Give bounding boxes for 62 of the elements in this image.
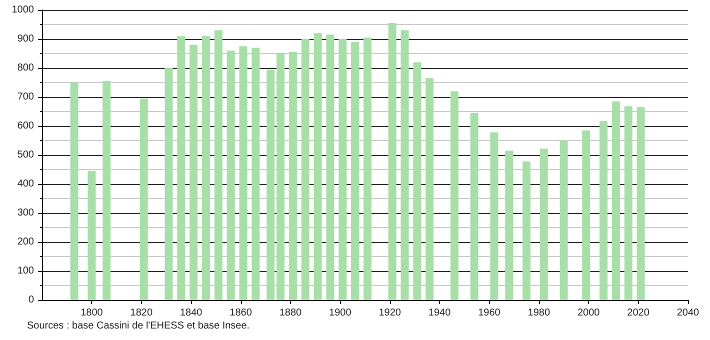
y-tick-label: 700 <box>17 92 34 102</box>
x-tick-label: 1800 <box>80 308 104 318</box>
y-tick-label: 300 <box>17 208 34 218</box>
bar <box>70 82 78 300</box>
bar <box>505 150 514 300</box>
bar <box>624 106 632 300</box>
bar <box>470 112 478 300</box>
bar <box>88 170 96 300</box>
bar <box>600 121 608 300</box>
bar <box>338 39 347 300</box>
y-tick-label: 900 <box>17 34 34 44</box>
bar <box>102 81 111 300</box>
bar <box>177 36 186 300</box>
bar <box>450 91 458 300</box>
x-tick-label: 1940 <box>428 308 452 318</box>
bar <box>252 48 260 300</box>
bar <box>400 30 409 300</box>
x-tick-label: 1880 <box>279 308 302 318</box>
bar <box>276 54 285 300</box>
bar <box>214 30 222 300</box>
bar <box>301 39 310 300</box>
bar <box>226 50 235 300</box>
bar <box>413 62 422 300</box>
y-tick-label: 600 <box>17 120 34 132</box>
x-tick-label: 1900 <box>329 308 352 318</box>
bar <box>164 68 173 300</box>
bar <box>560 140 568 300</box>
y-tick-label: 800 <box>17 62 34 74</box>
bar <box>388 23 396 300</box>
bar <box>190 44 198 300</box>
bar <box>612 101 620 300</box>
x-tick-label: 1820 <box>130 308 153 318</box>
bar <box>426 78 434 300</box>
bar <box>636 107 645 300</box>
bar <box>239 46 248 300</box>
bar <box>582 130 590 300</box>
y-tick-label: 400 <box>17 178 34 190</box>
bar <box>266 69 275 300</box>
bar <box>522 161 530 300</box>
bar <box>540 148 548 300</box>
bar <box>351 42 360 300</box>
bar <box>326 34 334 300</box>
bar <box>288 52 297 300</box>
x-tick-label: 2040 <box>676 308 700 318</box>
y-tick-label: 500 <box>17 150 34 160</box>
x-tick-label: 2000 <box>577 308 600 318</box>
x-tick-label: 1920 <box>378 308 402 318</box>
bar <box>363 38 372 300</box>
bar <box>314 33 322 300</box>
y-tick-label: 100 <box>17 266 34 276</box>
x-tick-label: 1860 <box>230 308 252 318</box>
source-note: Sources : base Cassini de l'EHESS et base Insee. <box>27 320 250 332</box>
y-tick-label: 200 <box>17 236 34 248</box>
bar <box>490 132 498 300</box>
x-tick-label: 2020 <box>627 308 650 318</box>
x-tick-label: 1980 <box>528 308 550 318</box>
x-tick-label: 1840 <box>180 308 203 318</box>
y-tick-label: 0 <box>28 294 34 306</box>
bar <box>202 36 210 300</box>
bar <box>140 98 148 300</box>
y-tick-label: 1000 <box>12 4 34 16</box>
x-tick-label: 1960 <box>478 308 501 318</box>
